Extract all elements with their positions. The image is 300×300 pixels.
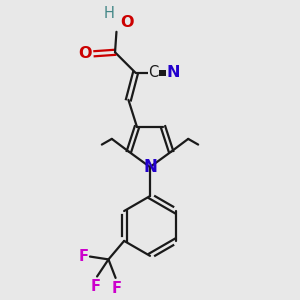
Text: F: F [91,279,101,294]
Text: O: O [78,46,92,61]
Text: H: H [104,6,115,21]
Text: F: F [112,281,122,296]
Text: N: N [167,65,180,80]
Text: C: C [148,65,159,80]
Text: N: N [143,158,157,176]
Text: O: O [120,15,134,30]
Text: F: F [79,249,88,264]
